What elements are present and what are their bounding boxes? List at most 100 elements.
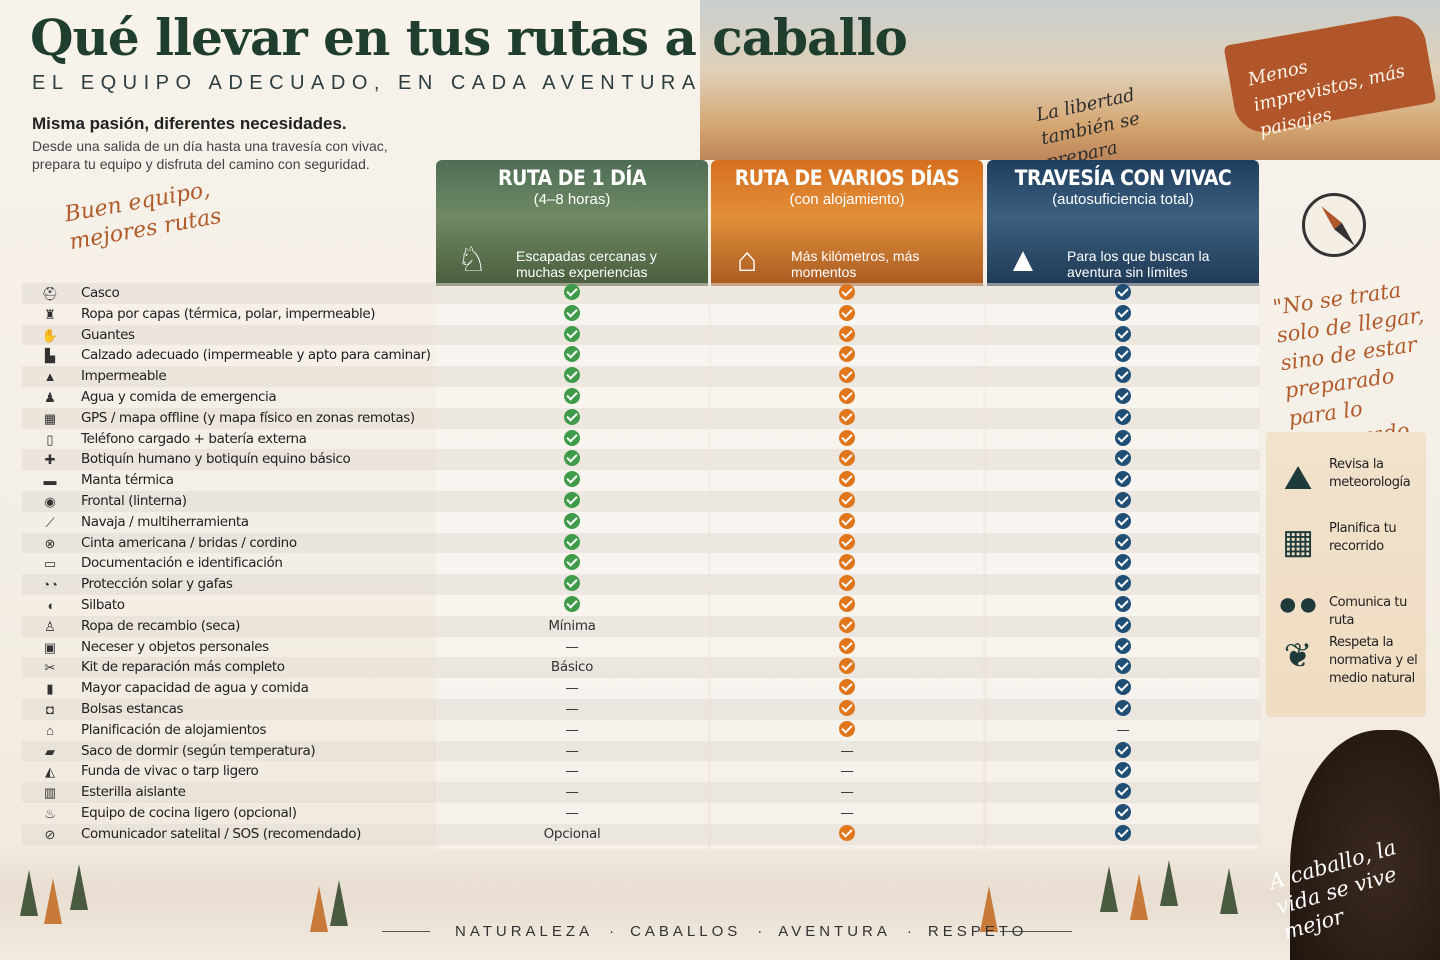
- table-row: ▯ Teléfono cargado + batería externa: [22, 429, 1260, 450]
- check-cell: [436, 574, 708, 595]
- horse-rider-icon: ♘: [456, 241, 488, 279]
- check-icon: [1115, 533, 1131, 550]
- check-cell: [987, 345, 1259, 366]
- item-label: Ropa de recambio (seca): [81, 617, 240, 634]
- check-icon: [1115, 679, 1131, 696]
- check-icon: [1115, 491, 1131, 508]
- item-label: Esterilla aislante: [81, 784, 186, 801]
- table-row: ▬ Manta térmica: [22, 470, 1260, 491]
- check-icon: [839, 450, 855, 467]
- check-cell: [436, 325, 708, 346]
- item-label: Saco de dormir (según temperatura): [81, 742, 316, 759]
- value-cell: —: [840, 763, 854, 780]
- check-icon: [839, 533, 855, 550]
- item-label: Neceser y objetos personales: [81, 638, 269, 655]
- knife-icon: ⟋: [45, 514, 55, 530]
- table-row: ▭ Documentación e identificación: [22, 553, 1260, 574]
- table-row: ◘ Bolsas estancas —: [22, 698, 1260, 720]
- check-icon: [1115, 304, 1131, 321]
- value-cell: —: [565, 638, 579, 655]
- value-cell: Básico: [550, 659, 594, 676]
- phone-icon: ▯: [46, 431, 54, 447]
- check-icon: [564, 575, 580, 592]
- page-title: Qué llevar en tus rutas a caballo: [30, 8, 908, 67]
- check-icon: [839, 346, 855, 363]
- check-cell: [711, 533, 983, 554]
- page-subtitle: EL EQUIPO ADECUADO, EN CADA AVENTURA: [32, 72, 702, 94]
- check-cell: [711, 512, 983, 533]
- item-label: Casco: [81, 285, 120, 301]
- footer-word: RESPETO: [927, 923, 1028, 940]
- boots-icon: ▙: [45, 348, 55, 364]
- check-icon: [839, 637, 855, 654]
- table-row: ⌂ Planificación de alojamientos — —: [22, 720, 1260, 741]
- item-label: Equipo de cocina ligero (opcional): [81, 804, 297, 821]
- check-icon: [839, 616, 855, 633]
- check-icon: [564, 533, 580, 550]
- intro-heading: Misma pasión, diferentes necesidades.: [32, 114, 347, 133]
- repair-kit-icon: ✂: [44, 660, 56, 676]
- check-icon: [839, 512, 855, 529]
- check-cell: [711, 283, 983, 304]
- table-row: ▰ Saco de dormir (según temperatura) — —: [22, 740, 1260, 762]
- check-cell: [987, 741, 1259, 762]
- table-row: ▲ Impermeable: [22, 366, 1260, 387]
- compass-icon: [1302, 193, 1366, 257]
- table-row: ⊘ Comunicador satelital / SOS (recomendad…: [22, 823, 1260, 845]
- check-cell: [987, 824, 1259, 845]
- check-icon: [839, 554, 855, 571]
- item-label: Ropa por capas (térmica, polar, impermea…: [81, 305, 376, 322]
- check-cell: [711, 637, 983, 658]
- check-icon: [1115, 699, 1131, 716]
- check-cell: [436, 387, 708, 408]
- table-row: ♜ Ropa por capas (térmica, polar, imperme…: [22, 304, 1260, 325]
- value-cell: Opcional: [543, 825, 601, 842]
- check-icon: [839, 387, 855, 404]
- check-icon: [564, 367, 580, 384]
- leaf-icon: ❦: [1283, 637, 1313, 675]
- check-cell: [436, 449, 708, 470]
- item-label: Botiquín humano y botiquín equino básico: [81, 451, 351, 468]
- item-label: Silbato: [81, 596, 125, 613]
- check-cell: [987, 699, 1259, 720]
- column-title: RUTA DE 1 DÍA: [497, 166, 647, 190]
- value-cell: —: [1116, 721, 1130, 738]
- sleeping-mat-icon: ▥: [43, 785, 57, 801]
- check-icon: [564, 450, 580, 467]
- check-cell: [987, 470, 1259, 491]
- check-cell: [436, 470, 708, 491]
- jacket-icon: ♜: [44, 306, 56, 322]
- check-icon: [564, 325, 580, 342]
- item-label: Bolsas estancas: [81, 700, 184, 717]
- shirt-icon: ♙: [44, 618, 56, 634]
- value-cell: —: [565, 721, 579, 738]
- id-card-icon: ▭: [43, 556, 57, 572]
- check-icon: [1115, 575, 1131, 592]
- item-label: Navaja / multiherramienta: [81, 513, 249, 530]
- check-cell: [987, 387, 1259, 408]
- check-cell: [436, 408, 708, 429]
- check-cell: [711, 574, 983, 595]
- check-cell: [987, 449, 1259, 470]
- blanket-icon: ▬: [43, 473, 57, 489]
- water-container-icon: ▮: [46, 681, 54, 697]
- table-row: ▙ Calzado adecuado (impermeable y apto pa…: [22, 345, 1260, 366]
- item-label: Calzado adecuado (impermeable y apto par…: [81, 347, 431, 364]
- check-cell: [436, 553, 708, 574]
- handwritten-left-note: Buen equipo, mejores rutas: [62, 177, 224, 256]
- first-aid-icon: ✚: [44, 452, 56, 468]
- check-cell: [987, 657, 1259, 678]
- check-cell: [436, 366, 708, 387]
- check-cell: [987, 616, 1259, 637]
- column-header-multi-day-route: RUTA DE VARIOS DÍAS (con alojamiento) ⌂ …: [711, 160, 983, 286]
- item-label: Planificación de alojamientos: [81, 721, 267, 738]
- check-icon: [839, 824, 855, 841]
- check-icon: [1115, 658, 1131, 675]
- table-row: ▥ Esterilla aislante — —: [22, 782, 1260, 803]
- check-cell: [987, 574, 1259, 595]
- check-cell: [711, 366, 983, 387]
- satellite-communicator-icon: ⊘: [44, 826, 56, 842]
- check-icon: [1115, 450, 1131, 467]
- check-cell: [987, 325, 1259, 346]
- check-icon: [839, 429, 855, 446]
